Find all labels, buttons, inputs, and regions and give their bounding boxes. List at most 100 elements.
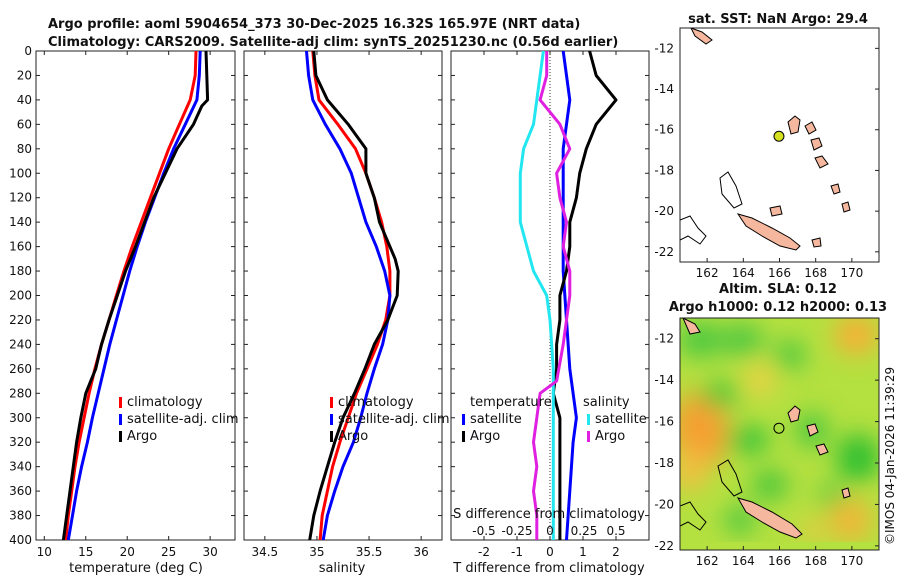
difference-legend: temperature satellite Argo salinity sate… (462, 395, 647, 444)
depth-tick-label: 360 (9, 484, 32, 498)
depth-tick-label: 340 (9, 460, 32, 474)
legend-swatch-sal-satellite (587, 414, 590, 425)
sla-coast-png (682, 318, 701, 335)
sla-coast-vanuatu-b (806, 423, 819, 437)
legend-swatch-satellite (330, 414, 333, 425)
lon-tick-label: 168 (804, 554, 827, 568)
legend-label-satellite: satellite-adj. clim (127, 412, 239, 427)
legend-swatch-argo (119, 431, 122, 442)
temperature-panel: 10 15 20 25 30 0 20 40 60 80 100 120 140 160 180 200 22… (9, 44, 239, 576)
figure-title-line1: Argo profile: aoml 5904654_373 30-Dec-20… (48, 17, 580, 32)
x-tick-label: 1 (579, 545, 587, 559)
depth-tick-label: 40 (17, 93, 32, 107)
legend-swatch-argo (330, 431, 333, 442)
x-tick-label: 36 (414, 545, 429, 559)
legend-swatch-climatology (330, 397, 333, 408)
depth-tick-label: 160 (9, 240, 32, 254)
coastline-vanuatu-south (814, 155, 829, 169)
depth-tick-label: 280 (9, 386, 32, 400)
legend-label-sal-satellite: satellite (595, 412, 647, 427)
x-tick-label: -2 (478, 545, 490, 559)
lat-tick-label: -22 (654, 539, 674, 553)
salinity-xlabel: salinity (319, 561, 366, 576)
temperature-axes-box (35, 50, 236, 541)
salinity-difference-tick-labels: -0.5 -0.25 0 0.25 0.5 (472, 524, 625, 538)
depth-tick-label: 80 (17, 142, 32, 156)
legend-swatch-sal-argo (587, 431, 590, 442)
salinity-difference-tick: -0.5 (472, 524, 495, 538)
coastline-tanna (811, 237, 822, 248)
legend-swatch-climatology (119, 397, 122, 408)
series-line-salinity-satellite (518, 50, 555, 540)
legend-label-sal-argo: Argo (595, 429, 625, 444)
figure-title-line2: Climatology: CARS2009. Satellite-adj cli… (48, 35, 618, 50)
x-tick-label: 35 (309, 545, 324, 559)
series-line-argo (308, 50, 400, 541)
sla-coast-new-caledonia (736, 497, 803, 539)
sla-coast-reef (717, 459, 743, 497)
lat-tick-label: -14 (654, 373, 674, 387)
series-line-argo (61, 50, 210, 541)
lon-tick-label: 164 (732, 266, 755, 280)
salinity-difference-tick: 0 (546, 524, 554, 538)
lat-tick-label: -18 (654, 456, 674, 470)
depth-tick-label: 220 (9, 313, 32, 327)
depth-tick-label: 20 (17, 68, 32, 82)
sla-map-title-line1: Altim. SLA: 0.12 (719, 282, 837, 297)
legend-swatch-temp-argo (462, 431, 465, 442)
coastline-espiritu-santo (787, 115, 801, 135)
lat-tick-label: -12 (654, 41, 674, 55)
legend-label-argo: Argo (127, 429, 157, 444)
legend-label-satellite: satellite-adj. clim (338, 412, 450, 427)
depth-tick-label: 300 (9, 411, 32, 425)
legend-swatch-satellite (119, 414, 122, 425)
salinity-difference-tick: 0.25 (571, 524, 598, 538)
legend-label-argo: Argo (338, 429, 368, 444)
temperature-ticks: 10 15 20 25 30 (36, 50, 235, 559)
salinity-ticks: 34.5 35 35.5 36 (244, 50, 442, 559)
lat-tick-label: -20 (654, 497, 674, 511)
argo-position-marker-sla (773, 422, 785, 434)
legend-title-salinity: salinity (583, 395, 630, 410)
difference-ticks: -2 -1 0 1 2 (451, 50, 649, 559)
salinity-legend: climatology satellite-adj. clim Argo (330, 395, 450, 444)
x-tick-label: 35.5 (356, 545, 383, 559)
salinity-panel: 34.5 35 35.5 36 salinity climatology satell… (243, 50, 450, 576)
sla-coast-west (680, 501, 707, 531)
depth-tick-label: 180 (9, 264, 32, 278)
lat-tick-label: -16 (654, 123, 674, 137)
temperature-difference-xlabel: T difference from climatology (452, 561, 645, 576)
depth-tick-label: 320 (9, 435, 32, 449)
coastline-west-outline (680, 215, 707, 245)
temperature-xlabel: temperature (deg C) (69, 561, 203, 576)
coastline-png-top (690, 28, 713, 45)
series-line-climatology (64, 50, 198, 541)
lon-tick-label: 170 (840, 554, 863, 568)
coastline-erromango (830, 183, 841, 195)
sst-map-panel: sat. SST: NaN Argo: 29.4 162 164 166 168 170… (654, 12, 880, 280)
series-line-salinity-argo (532, 51, 572, 540)
lon-tick-label: 166 (768, 266, 791, 280)
legend-swatch-temp-satellite (462, 414, 465, 425)
sla-heatmap (680, 318, 879, 550)
legend-title-temperature: temperature (470, 395, 552, 410)
series-line-satellite-adj-clim (66, 50, 202, 541)
x-tick-label: 2 (612, 545, 620, 559)
x-tick-label: 30 (202, 545, 217, 559)
coastline-new-caledonia (736, 213, 801, 251)
temperature-legend: climatology satellite-adj. clim Argo (119, 395, 239, 444)
lon-tick-label: 166 (768, 554, 791, 568)
legend-label-temp-satellite: satellite (470, 412, 522, 427)
lon-tick-label: 168 (804, 266, 827, 280)
depth-tick-labels: 0 20 40 60 80 100 120 140 160 180 200 220 240 260 280 3… (9, 44, 32, 547)
salinity-difference-tick: 0.5 (606, 524, 625, 538)
lat-tick-label: -22 (654, 245, 674, 259)
difference-axes-box (450, 50, 650, 541)
series-line-temperature-argo (551, 50, 618, 540)
lat-tick-label: -18 (654, 163, 674, 177)
lat-tick-label: -14 (654, 82, 674, 96)
legend-label-climatology: climatology (127, 395, 203, 410)
x-tick-label: 15 (78, 545, 93, 559)
lon-tick-label: 170 (840, 266, 863, 280)
